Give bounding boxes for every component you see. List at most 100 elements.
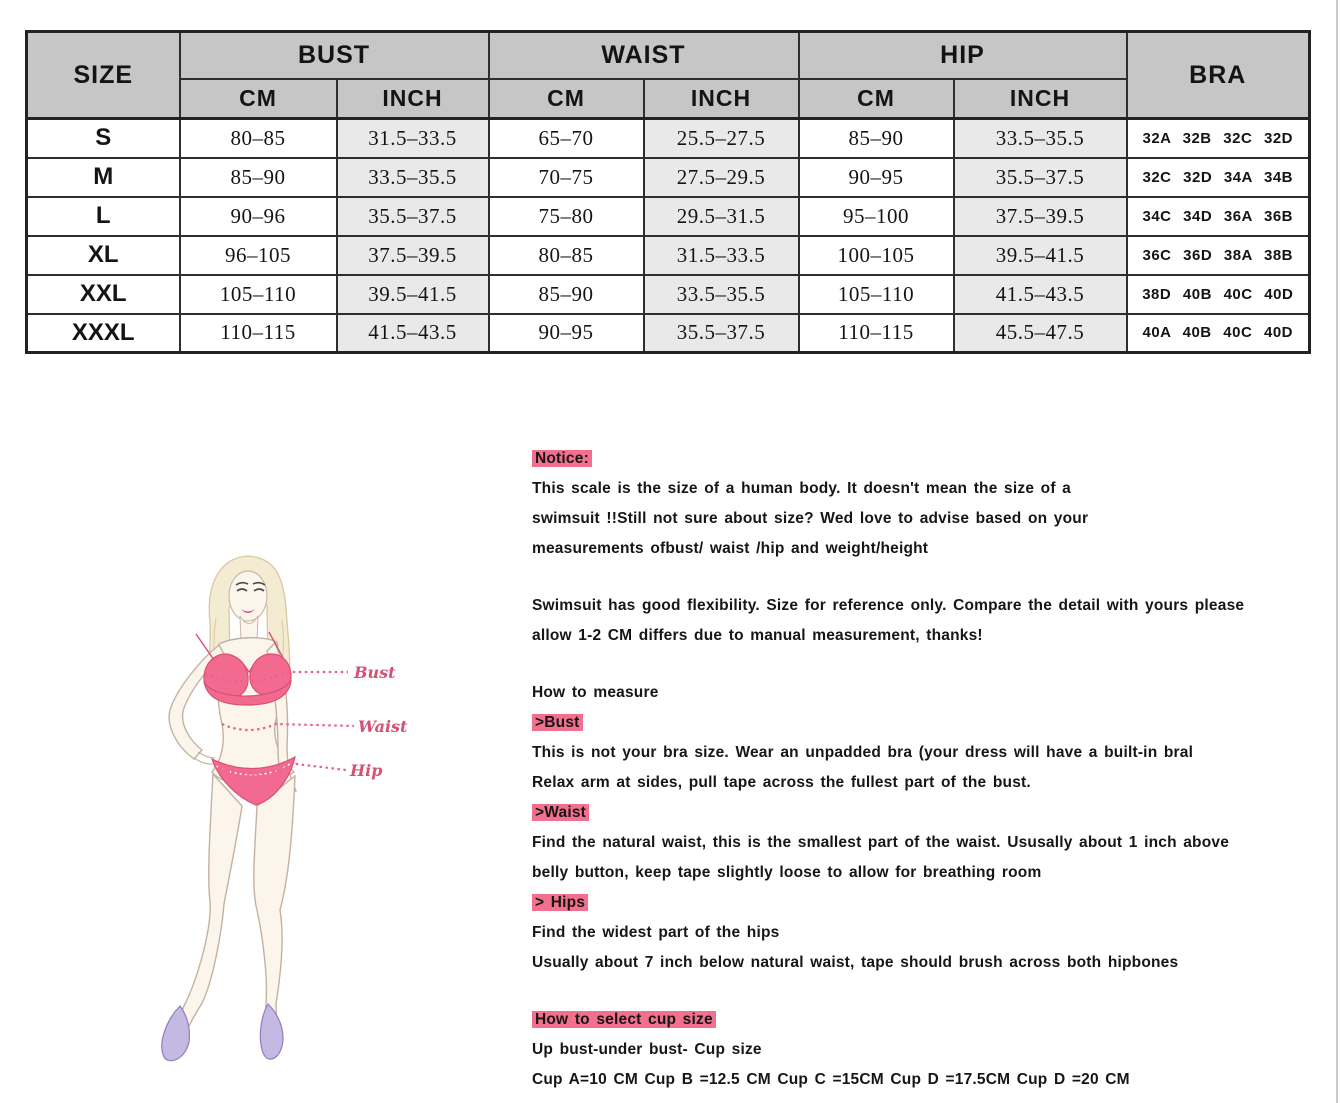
subheader-bust-cm: CM bbox=[178, 78, 338, 120]
cell-bust-cm: 96–105 bbox=[178, 234, 338, 276]
figure-illustration: Bust Waist Hip bbox=[161, 555, 408, 1062]
cell-hip-cm: 105–110 bbox=[797, 273, 955, 315]
waist-label: Waist bbox=[358, 717, 408, 736]
body-text: Swimsuit has good flexibility. Size for … bbox=[532, 597, 1245, 614]
instruction-line: allow 1-2 CM differs due to manual measu… bbox=[532, 621, 1302, 651]
instruction-line: swimsuit !!Still not sure about size? We… bbox=[532, 504, 1302, 534]
table-row: XL 96–105 37.5–39.5 80–85 31.5–33.5 100–105 39… bbox=[25, 234, 1311, 276]
highlighted-text: Notice: bbox=[532, 450, 592, 467]
subheader-waist-inch: INCH bbox=[642, 78, 800, 120]
table-row: S 80–85 31.5–33.5 65–70 25.5–27.5 85–90 33.5–3… bbox=[25, 117, 1311, 159]
subheader-hip-inch: INCH bbox=[952, 78, 1128, 120]
instruction-line: > Hips bbox=[532, 888, 1302, 918]
instruction-line: Notice: bbox=[532, 444, 1302, 474]
cell-waist-inch: 27.5–29.5 bbox=[642, 156, 800, 198]
size-chart-table: SIZE BUST WAIST HIP BRA CM INCH CM INCH … bbox=[25, 30, 1311, 354]
instruction-line: How to measure bbox=[532, 678, 1302, 708]
highlighted-text: > Hips bbox=[532, 894, 589, 911]
column-header-hip: HIP bbox=[797, 30, 1128, 80]
body-text: Find the widest part of the hips bbox=[532, 924, 780, 941]
hand-fingers bbox=[193, 751, 216, 765]
cell-size: M bbox=[25, 156, 181, 198]
cell-waist-cm: 70–75 bbox=[487, 156, 645, 198]
cell-bra: 32C 32D 34A 34B bbox=[1125, 156, 1311, 198]
cell-bra: 36C 36D 38A 38B bbox=[1125, 234, 1311, 276]
table-row: XXXL 110–115 41.5–43.5 90–95 35.5–37.5 110–11… bbox=[25, 312, 1311, 354]
measurement-figure: Bust Waist Hip bbox=[118, 548, 418, 1093]
instruction-line: Up bust-under bust- Cup size bbox=[532, 1035, 1302, 1065]
highlighted-text: How to select cup size bbox=[532, 1011, 716, 1028]
arm-left bbox=[168, 643, 225, 760]
face-features bbox=[235, 581, 266, 592]
bikini-bottom bbox=[210, 755, 296, 806]
cell-hip-cm: 85–90 bbox=[797, 117, 955, 159]
highlighted-text: >Waist bbox=[532, 804, 590, 821]
body-text: measurements ofbust/ waist /hip and weig… bbox=[532, 540, 929, 557]
size-chart: SIZE BUST WAIST HIP BRA CM INCH CM INCH … bbox=[25, 30, 1311, 354]
cell-bra: 34C 34D 36A 36B bbox=[1125, 195, 1311, 237]
cell-bust-cm: 90–96 bbox=[178, 195, 338, 237]
cell-size: XXL bbox=[25, 273, 181, 315]
cell-bust-inch: 31.5–33.5 bbox=[335, 117, 490, 159]
instruction-line: belly button, keep tape slightly loose t… bbox=[532, 858, 1302, 888]
instruction-line: measurements ofbust/ waist /hip and weig… bbox=[532, 534, 1302, 564]
cell-waist-cm: 75–80 bbox=[487, 195, 645, 237]
cell-size: XL bbox=[25, 234, 181, 276]
body-text: Find the natural waist, this is the smal… bbox=[532, 834, 1230, 851]
body-text: This scale is the size of a human body. … bbox=[532, 480, 1072, 497]
subheader-bust-inch: INCH bbox=[335, 78, 490, 120]
body-text: allow 1-2 CM differs due to manual measu… bbox=[532, 627, 983, 644]
instruction-line: >Waist bbox=[532, 798, 1302, 828]
table-row: L 90–96 35.5–37.5 75–80 29.5–31.5 95–100 37.5–… bbox=[25, 195, 1311, 237]
measurement-lines bbox=[204, 670, 355, 775]
cell-bust-inch: 37.5–39.5 bbox=[335, 234, 490, 276]
cell-bust-cm: 80–85 bbox=[178, 117, 338, 159]
body-text: Up bust-under bust- Cup size bbox=[532, 1041, 762, 1058]
cell-waist-inch: 31.5–33.5 bbox=[642, 234, 800, 276]
instruction-line: How to select cup size bbox=[532, 1005, 1302, 1035]
bikini-top bbox=[203, 653, 292, 706]
column-header-bra: BRA bbox=[1125, 30, 1311, 120]
cell-bust-inch: 35.5–37.5 bbox=[335, 195, 490, 237]
body-text: Usually about 7 inch below natural waist… bbox=[532, 954, 1179, 971]
table-row: M 85–90 33.5–35.5 70–75 27.5–29.5 90–95 35.5–3… bbox=[25, 156, 1311, 198]
cell-waist-cm: 80–85 bbox=[487, 234, 645, 276]
cell-hip-cm: 90–95 bbox=[797, 156, 955, 198]
table-row: XXL 105–110 39.5–41.5 85–90 33.5–35.5 105–110… bbox=[25, 273, 1311, 315]
cell-waist-cm: 85–90 bbox=[487, 273, 645, 315]
bikini-straps bbox=[195, 631, 284, 661]
instruction-line: This scale is the size of a human body. … bbox=[532, 474, 1302, 504]
cell-bust-cm: 105–110 bbox=[178, 273, 338, 315]
cell-waist-cm: 65–70 bbox=[487, 117, 645, 159]
cell-waist-cm: 90–95 bbox=[487, 312, 645, 354]
cell-waist-inch: 25.5–27.5 bbox=[642, 117, 800, 159]
waist-line bbox=[221, 722, 355, 732]
cell-size: S bbox=[25, 117, 181, 159]
body-text: This is not your bra size. Wear an unpad… bbox=[532, 744, 1194, 761]
cell-bust-inch: 39.5–41.5 bbox=[335, 273, 490, 315]
highlighted-text: >Bust bbox=[532, 714, 583, 731]
cell-hip-inch: 45.5–47.5 bbox=[952, 312, 1128, 354]
body-text: Relax arm at sides, pull tape across the… bbox=[532, 774, 1031, 791]
cell-hip-inch: 33.5–35.5 bbox=[952, 117, 1128, 159]
cell-bra: 32A 32B 32C 32D bbox=[1125, 117, 1311, 159]
cell-waist-inch: 35.5–37.5 bbox=[642, 312, 800, 354]
instruction-line: Usually about 7 inch below natural waist… bbox=[532, 948, 1302, 978]
cell-bra: 38D 40B 40C 40D bbox=[1125, 273, 1311, 315]
page-edge-line bbox=[1336, 0, 1338, 1103]
cell-hip-inch: 37.5–39.5 bbox=[952, 195, 1128, 237]
body-text: Cup A=10 CM Cup B =12.5 CM Cup C =15CM C… bbox=[532, 1071, 1130, 1088]
instruction-line: Relax arm at sides, pull tape across the… bbox=[532, 768, 1302, 798]
instruction-line: >Bust bbox=[532, 708, 1302, 738]
instruction-line: Find the natural waist, this is the smal… bbox=[532, 828, 1302, 858]
leg-right bbox=[253, 774, 296, 1051]
body-text: How to measure bbox=[532, 684, 659, 701]
subheader-waist-cm: CM bbox=[487, 78, 645, 120]
cell-bra: 40A 40B 40C 40D bbox=[1125, 312, 1311, 354]
cell-waist-inch: 29.5–31.5 bbox=[642, 195, 800, 237]
bust-label: Bust bbox=[353, 663, 396, 682]
cell-bust-cm: 110–115 bbox=[178, 312, 338, 354]
instruction-line: This is not your bra size. Wear an unpad… bbox=[532, 738, 1302, 768]
cell-hip-inch: 35.5–37.5 bbox=[952, 156, 1128, 198]
